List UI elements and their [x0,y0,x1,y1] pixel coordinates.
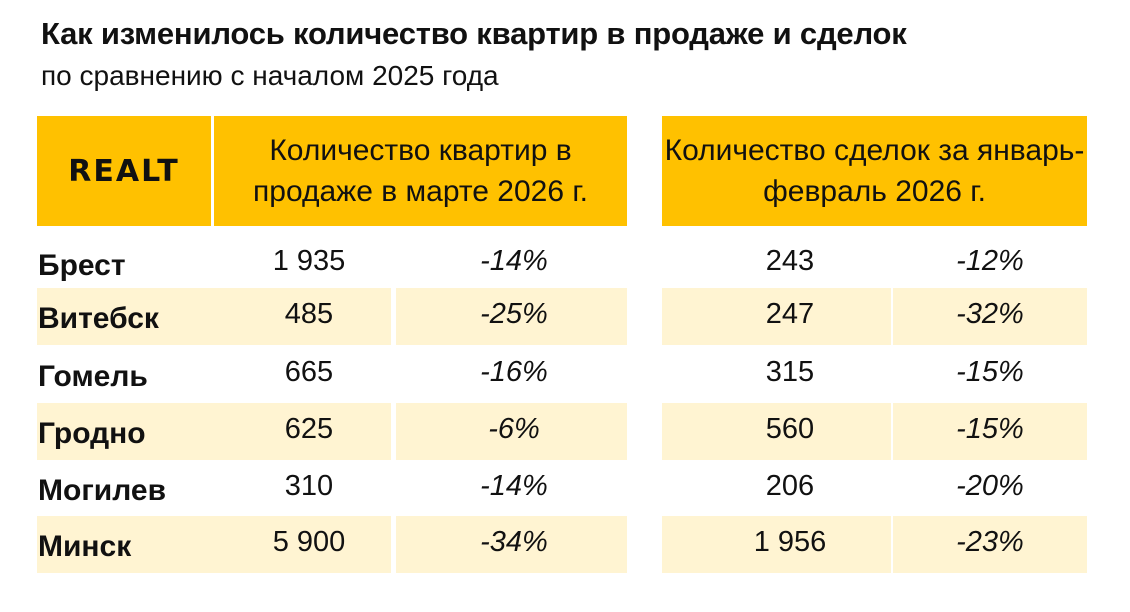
header-deals: Количество сделок за январь-февраль 2026… [662,116,1087,226]
deals-change: -15% [956,413,1024,445]
city-name: Гомель [38,360,148,393]
page-title: Как изменилось количество квартир в прод… [41,16,907,51]
city-name: Витебск [38,302,159,335]
row-band [37,288,391,345]
deals-change: -15% [956,356,1024,388]
deals-value: 560 [765,413,815,445]
row-band [396,403,627,460]
row-band [396,516,627,573]
row-band [662,288,891,345]
listings-value: 1 935 [272,245,346,277]
page-subtitle: по сравнению с началом 2025 года [41,60,499,91]
listings-value: 625 [284,413,334,445]
table-row: Минск 5 900 -34% 1 956 -23% [0,516,1130,573]
listings-change: -14% [480,245,548,277]
table-row: Брест 1 935 -14% 243 -12% [0,235,1130,292]
logo-header-cell: REALT [37,116,211,226]
listings-change: -16% [480,356,548,388]
deals-value: 243 [765,245,815,277]
row-band [37,516,391,573]
deals-value: 315 [765,356,815,388]
realt-logo: REALT [68,153,180,189]
row-band [662,516,891,573]
deals-change: -23% [956,526,1024,558]
table-row: Витебск 485 -25% 247 -32% [0,288,1130,345]
city-name: Гродно [38,417,146,450]
city-name: Брест [38,249,126,282]
listings-value: 485 [284,298,334,330]
city-name: Могилев [38,474,167,507]
city-name: Минск [38,530,132,563]
listings-value: 310 [284,470,334,502]
deals-change: -20% [956,470,1024,502]
deals-change: -12% [956,245,1024,277]
listings-change: -14% [480,470,548,502]
row-band [37,403,391,460]
deals-value: 1 956 [753,526,827,558]
listings-change: -25% [480,298,548,330]
listings-value: 5 900 [272,526,346,558]
listings-value: 665 [284,356,334,388]
listings-change: -6% [488,413,540,445]
listings-change: -34% [480,526,548,558]
table-row: Могилев 310 -14% 206 -20% [0,460,1130,517]
deals-change: -32% [956,298,1024,330]
header-listings: Количество квартир в продаже в марте 202… [214,116,627,226]
row-band [662,403,891,460]
row-band [893,288,1087,345]
row-band [893,403,1087,460]
table-row: Гомель 665 -16% 315 -15% [0,346,1130,403]
deals-value: 247 [765,298,815,330]
table-row: Гродно 625 -6% 560 -15% [0,403,1130,460]
row-band [396,288,627,345]
deals-value: 206 [765,470,815,502]
row-band [893,516,1087,573]
